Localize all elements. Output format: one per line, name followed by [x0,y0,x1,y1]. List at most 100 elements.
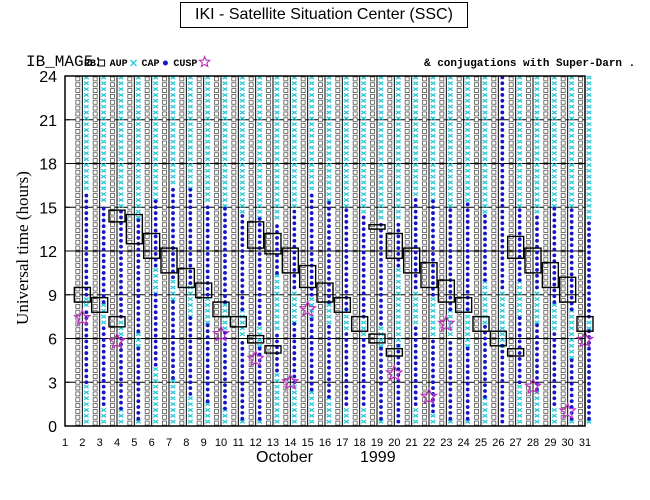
rb-marker-1510 [508,368,514,373]
rb-marker-163 [110,175,115,181]
aup-marker-907 [568,98,575,103]
aup-marker-117 [152,419,159,424]
rb-marker-552 [231,356,237,362]
rb-marker-82 [92,298,98,303]
rb-marker-1147 [404,385,410,391]
cap-marker-217 [205,381,210,386]
rb-marker-1654 [543,228,549,233]
aup-marker-709 [464,180,471,185]
rb-marker-708 [266,146,271,152]
cap-marker-697 [483,249,487,253]
rb-marker-1061 [370,187,375,193]
aup-marker-186 [187,413,194,418]
aup-marker-893 [568,180,575,185]
aup-marker-129 [152,279,159,284]
cap-marker-494 [361,256,366,261]
cap-marker-129 [153,357,158,361]
aup-marker-532 [360,110,367,115]
aup-marker-37 [100,197,107,203]
cap-marker-665 [465,278,470,283]
cap-marker-667 [465,266,470,271]
cap-marker-53 [101,259,106,264]
rb-marker-1193 [404,117,410,123]
rb-marker-606 [248,391,254,397]
cap-marker-194 [188,327,193,332]
rb-marker-1353 [456,234,462,239]
rb-marker-300 [144,76,150,82]
cap-marker-796 [535,262,539,267]
rb-marker-1360 [456,193,462,198]
aup-marker-681 [447,168,454,173]
cap-marker-82 [119,279,123,284]
rb-marker-1684 [560,403,566,408]
aup-marker-405 [291,145,298,150]
cap-marker-492 [361,268,366,272]
cap-marker-444 [344,384,349,389]
rb-marker-252 [144,356,150,362]
cap-marker-743 [500,139,505,144]
rb-marker-329 [162,257,167,263]
rb-marker-8 [75,379,81,385]
rb-marker-671 [266,362,271,368]
aup-marker-872 [551,110,558,115]
cap-marker-199 [188,269,193,274]
aup-marker-316 [256,197,263,203]
cap-marker-302 [240,231,245,236]
aup-marker-74 [118,151,124,156]
rb-marker-854 [318,344,323,350]
cap-marker-301 [240,237,245,242]
rb-marker-1190 [404,134,410,140]
cap-marker-38 [101,367,106,372]
rb-marker-962 [352,414,358,420]
cap-marker-50 [101,276,106,281]
rb-marker-776 [283,99,289,105]
rb-marker-1579 [526,315,531,321]
aup-marker-839 [534,121,540,127]
x-tick-label-15: 15 [302,437,314,449]
rb-marker-1732 [560,123,566,128]
rb-marker-1793 [578,117,583,123]
aup-marker-412 [291,104,298,109]
rb-marker-1003 [352,175,358,181]
aup-marker-837 [534,133,540,138]
rb-marker-1501 [508,420,514,426]
cap-marker-895 [587,227,591,232]
aup-marker-102 [135,156,142,162]
rb-marker-467 [196,152,202,158]
aup-marker-308 [256,419,263,424]
rb-marker-686 [266,274,271,280]
cap-marker-849 [569,289,574,294]
rb-marker-137 [110,327,115,333]
aup-marker-223 [204,302,211,308]
rb-marker-826 [300,158,306,163]
cap-marker-266 [223,253,227,258]
cap-marker-827 [552,247,557,252]
rb-marker-1687 [560,385,566,391]
rb-marker-1337 [456,327,462,333]
rb-marker-1140 [387,76,393,82]
rb-marker-565 [231,280,237,286]
rb-marker-207 [127,269,133,274]
rb-marker-123 [110,409,115,414]
rb-marker-84 [92,286,98,292]
rb-marker-237 [127,94,133,99]
rb-marker-1532 [508,239,514,245]
rb-marker-734 [283,344,289,350]
cap-marker-213 [188,187,193,192]
rb-marker-1620 [526,76,531,82]
rb-marker-1328 [456,379,462,385]
cap-marker-370 [292,256,297,261]
aup-marker-191 [187,308,194,313]
cap-marker-445 [344,378,349,383]
rb-marker-1133 [387,117,393,123]
rb-marker-487 [214,385,219,391]
cap-marker-160 [171,335,175,339]
rb-marker-1652 [543,239,549,245]
rb-marker-1093 [387,350,393,356]
rb-marker-887 [318,152,323,158]
rb-marker-957 [335,94,341,99]
rb-marker-1452 [491,356,497,362]
cap-marker-162 [171,323,175,328]
rb-marker-1342 [456,298,462,303]
rb-marker-1569 [526,374,531,379]
